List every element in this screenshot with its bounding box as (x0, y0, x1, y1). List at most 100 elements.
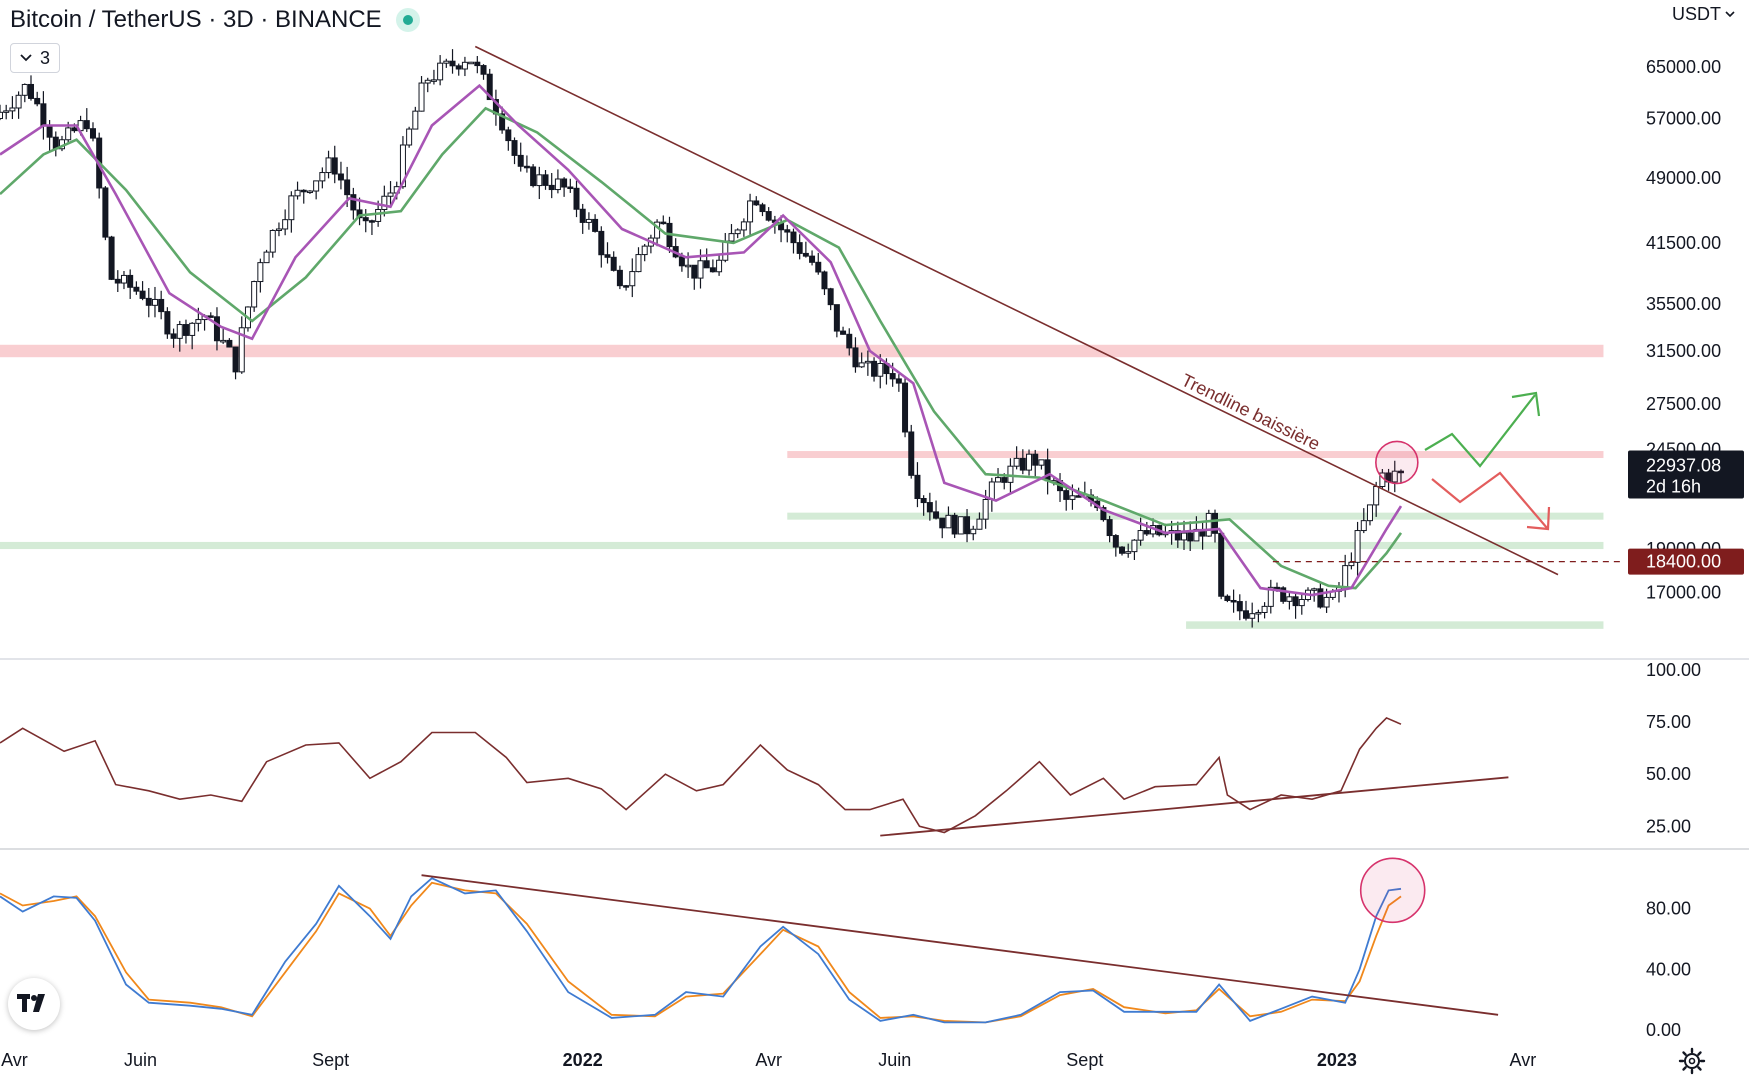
candle-bearish (1397, 470, 1404, 474)
price-candles (0, 49, 1404, 628)
candle-bullish (864, 360, 871, 364)
candle-bullish (275, 228, 282, 231)
candle-bearish (207, 315, 214, 318)
candle-bearish (920, 498, 927, 504)
candle-bearish (164, 311, 171, 335)
candle-bullish (375, 209, 382, 222)
candle-bearish (139, 290, 146, 299)
candle-bearish (871, 360, 878, 377)
time-axis-tick: Juin (124, 1050, 157, 1070)
candle-bearish (1212, 512, 1218, 534)
price-axis-tick: 35500.00 (1646, 294, 1721, 314)
candle-bullish (461, 61, 468, 70)
candle-bearish (27, 83, 34, 99)
candle-bearish (170, 333, 177, 339)
candle-bullish (970, 528, 977, 535)
candle-bullish (65, 127, 72, 141)
axes: 65000.00 57000.00 49000.00 41500.00 35500.00… (0, 57, 1749, 1070)
price-axis-tick: 41500.00 (1646, 233, 1721, 253)
candle-bearish (1112, 535, 1119, 548)
candle-bullish (418, 82, 425, 112)
candle-bearish (213, 316, 220, 342)
time-axis-tick: Sept (1066, 1050, 1103, 1070)
stoch-axis-tick: 0.00 (1646, 1020, 1681, 1040)
candle-bullish (21, 83, 28, 96)
candle-bullish (15, 94, 22, 109)
trendline-annotation-label: Trendline baissière (1178, 370, 1323, 454)
rsi-axis-tick: 75.00 (1646, 712, 1691, 732)
candle-bullish (238, 327, 245, 373)
bearish-scenario-arrow (1431, 471, 1548, 529)
candle-bearish (356, 209, 363, 219)
candle-bearish (567, 186, 574, 190)
resistance-zone (0, 344, 1604, 358)
candle-bearish (232, 346, 239, 373)
candle-bearish (1106, 519, 1113, 537)
candle-bearish (939, 517, 946, 529)
indicators-toggle-button[interactable]: 3 (10, 43, 60, 73)
candle-bearish (1044, 459, 1051, 482)
candle-bearish (790, 231, 797, 244)
candle-bullish (1360, 520, 1367, 532)
candle-bearish (542, 174, 549, 186)
candle-bullish (443, 60, 450, 64)
support-zone (1186, 621, 1604, 629)
candle-bearish (486, 73, 493, 101)
arrow-up-head-icon (1511, 391, 1541, 417)
candle-bearish (598, 230, 605, 256)
candle-bearish (846, 333, 853, 349)
candle-bearish (660, 221, 667, 225)
time-axis-tick: Avr (1, 1050, 28, 1070)
stoch-axis-tick: 40.00 (1646, 959, 1691, 979)
candle-bearish (108, 236, 115, 280)
candle-bullish (1311, 588, 1318, 591)
candle-bullish (957, 516, 964, 535)
candle-bullish (995, 477, 1002, 483)
candle-bullish (858, 362, 865, 368)
candle-bullish (313, 180, 320, 192)
candle-bearish (753, 200, 760, 206)
candle-bearish (951, 514, 958, 535)
candle-bullish (437, 62, 444, 81)
tradingview-logo[interactable] (8, 978, 60, 1030)
candle-bullish (635, 254, 642, 273)
candle-bullish (976, 518, 983, 530)
candle-bearish (933, 511, 940, 519)
last-price-value: 22937.08 (1646, 455, 1721, 475)
support-zone (0, 541, 1604, 550)
candle-bearish (114, 278, 121, 284)
candle-bearish (796, 242, 803, 254)
candle-bullish (629, 271, 636, 287)
candle-bearish (678, 256, 685, 267)
candle-bullish (430, 79, 437, 82)
stoch-k-line (0, 877, 1402, 1024)
time-axis-tick: Avr (755, 1050, 782, 1070)
candle-bullish (1007, 465, 1014, 483)
candle-bearish (908, 431, 915, 476)
settings-gear-icon[interactable] (1678, 1047, 1706, 1075)
candle-bearish (926, 502, 933, 513)
candle-bearish (1032, 453, 1039, 466)
candle-bullish (381, 195, 388, 211)
candle-bearish (34, 97, 41, 105)
candle-bullish (319, 172, 326, 182)
ema-fast-line (0, 83, 1403, 597)
candle-bullish (734, 229, 741, 235)
symbol-title-bar[interactable]: Bitcoin / TetherUS · 3D · BINANCE (10, 6, 420, 34)
candle-bearish (964, 516, 971, 535)
currency-label: USDT (1672, 4, 1721, 24)
currency-select[interactable]: USDT (1672, 4, 1735, 25)
candle-bullish (982, 498, 989, 520)
rsi-axis-tick: 25.00 (1646, 816, 1691, 836)
candle-bearish (802, 252, 809, 257)
candle-bearish (1273, 586, 1280, 590)
candle-bullish (641, 245, 648, 256)
rsi-line (0, 716, 1402, 834)
rsi-axis-tick: 100.00 (1646, 660, 1701, 680)
candle-bullish (3, 110, 10, 113)
candle-bullish (269, 229, 276, 253)
candle-bullish (1267, 586, 1274, 607)
candle-bullish (988, 481, 995, 500)
candle-bullish (406, 128, 413, 146)
